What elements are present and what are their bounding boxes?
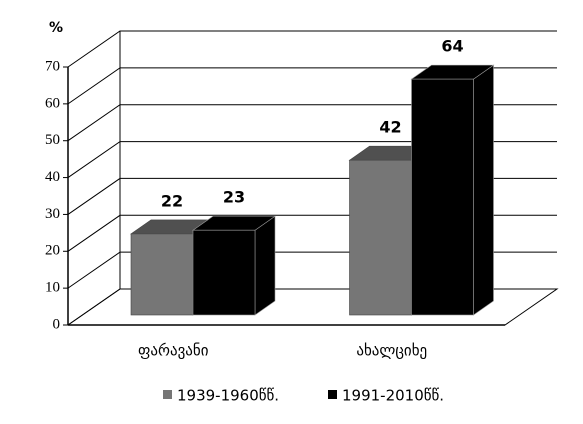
- data-label: 42: [379, 118, 401, 137]
- y-axis-label: %: [49, 20, 63, 36]
- y-tick-label: 20: [45, 243, 60, 259]
- y-tick-label: 30: [45, 206, 60, 222]
- bar-front: [192, 229, 256, 316]
- y-tick-label: 40: [45, 169, 60, 185]
- data-label: 22: [161, 191, 183, 210]
- y-tick-label: 60: [45, 95, 60, 111]
- x-tick-label: ფარავანი: [138, 342, 209, 360]
- bar-front: [411, 78, 474, 316]
- bar-front: [349, 159, 412, 316]
- grid-line: [67, 30, 557, 68]
- legend-swatch: [328, 390, 337, 399]
- legend-label: 1991-2010წწ.: [342, 387, 444, 405]
- bar-front: [130, 233, 194, 316]
- bar-side: [473, 64, 494, 316]
- data-label: 23: [223, 188, 245, 207]
- bar: [410, 64, 495, 316]
- y-tick-label: 70: [45, 58, 60, 74]
- bar-side: [254, 215, 276, 316]
- y-tick-label: 10: [45, 280, 60, 296]
- data-label: 64: [441, 37, 463, 56]
- legend-label: 1939-1960წწ.: [177, 387, 279, 405]
- y-tick-label: 50: [45, 132, 60, 148]
- grid-line: [67, 67, 557, 105]
- legend-swatch: [163, 390, 172, 399]
- bar: [192, 215, 276, 316]
- x-tick-label: ახალციხე: [356, 342, 427, 360]
- y-tick-label: 0: [53, 316, 61, 332]
